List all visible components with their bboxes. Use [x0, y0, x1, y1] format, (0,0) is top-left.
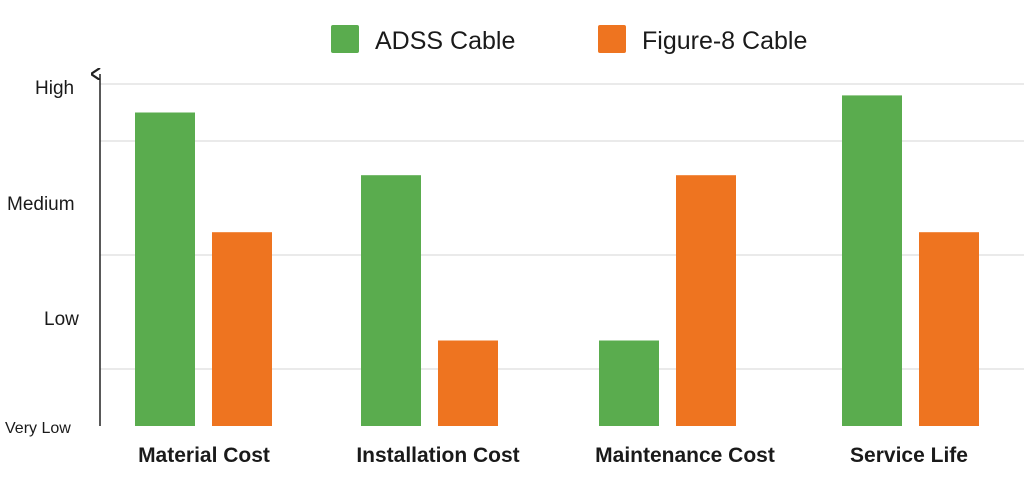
bar-adss-service-life: [842, 95, 902, 427]
bar-figure8-material-cost: [212, 232, 272, 426]
bar-adss-maintenance-cost: [599, 340, 659, 426]
y-axis: Very Low Low Medium High: [5, 74, 101, 437]
bar-figure8-installation-cost: [438, 340, 498, 426]
x-tick-label-material-cost: Material Cost: [138, 444, 270, 467]
legend-swatch-adss: [331, 25, 359, 53]
x-tick-label-maintenance-cost: Maintenance Cost: [595, 444, 775, 467]
bar-adss-installation-cost: [361, 175, 421, 426]
legend-swatch-figure8: [598, 25, 626, 53]
y-tick-label-medium: Medium: [7, 194, 75, 215]
bar-figure8-maintenance-cost: [676, 175, 736, 426]
y-tick-label-high: High: [35, 78, 74, 99]
x-tick-label-installation-cost: Installation Cost: [356, 444, 519, 467]
legend-item-figure8: Figure-8 Cable: [598, 25, 807, 55]
x-tick-label-service-life: Service Life: [850, 444, 968, 467]
legend-label-figure8: Figure-8 Cable: [642, 27, 807, 55]
legend-label-adss: ADSS Cable: [375, 27, 515, 55]
y-tick-label-low: Low: [44, 309, 79, 330]
x-axis: Material Cost Installation Cost Maintena…: [138, 444, 968, 467]
legend-item-adss: ADSS Cable: [331, 25, 515, 55]
bar-figure8-service-life: [919, 232, 979, 426]
bar-adss-material-cost: [135, 112, 195, 426]
y-tick-label-very-low: Very Low: [5, 420, 71, 437]
bars: [135, 95, 979, 427]
legend: ADSS Cable Figure-8 Cable: [331, 25, 807, 55]
